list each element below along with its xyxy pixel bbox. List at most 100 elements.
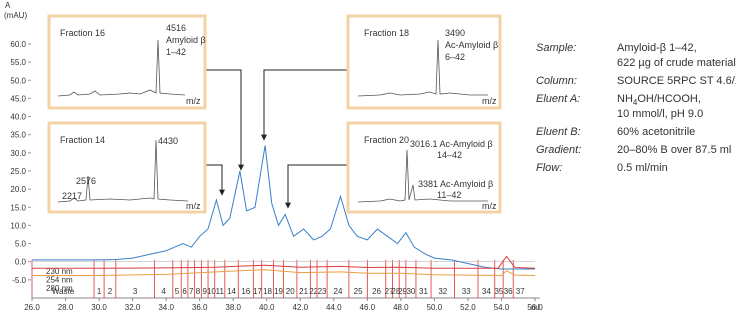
fraction-label: 26: [372, 287, 381, 296]
fraction-label: 6: [182, 287, 187, 296]
peak-label: 3016.1 Ac-Amyloid β: [410, 139, 493, 149]
fraction-label: 7: [189, 287, 194, 296]
fraction-label: 37: [516, 287, 525, 296]
peak-label: 6–42: [445, 52, 465, 62]
y-tick-label: 15.0: [10, 203, 26, 212]
x-tick-label: 50.0: [427, 303, 443, 312]
peak-label: 3490: [445, 28, 465, 38]
peak-label: Ac-Amyloid β: [445, 40, 498, 50]
peak-label: 1–42: [166, 47, 186, 57]
peak-label: 3381 Ac-Amyloid β: [418, 179, 493, 189]
condition-value: NH4OH/HCOOH,: [617, 93, 701, 107]
inset: Fraction 16 4516 Amyloid β 1–42 m/z: [47, 14, 207, 110]
fraction-label: 28: [391, 287, 400, 296]
condition-label: Gradient:: [536, 144, 581, 156]
x-axis-label: ml: [531, 303, 540, 312]
inset-axis-label: m/z: [186, 201, 201, 211]
y-tick-label: 55.0: [10, 58, 26, 67]
fraction-label: 23: [318, 287, 327, 296]
fraction-label: 3: [133, 287, 138, 296]
series-label: 280 nm: [46, 284, 73, 293]
fraction-label: 33: [462, 287, 471, 296]
y-tick-label: 10.0: [10, 221, 26, 230]
fraction-label: 36: [504, 287, 513, 296]
inset-axis-label: m/z: [482, 201, 497, 211]
condition-value: 0.5 ml/min: [617, 162, 668, 174]
x-tick-label: 46.0: [360, 303, 376, 312]
text-part: NH: [617, 93, 633, 105]
x-tick-label: 38.0: [225, 303, 241, 312]
y-tick-label: 0.0: [15, 258, 27, 267]
condition-label: Column:: [536, 75, 577, 87]
x-tick-label: 48.0: [393, 303, 409, 312]
fraction-label: 19: [274, 287, 283, 296]
inset-title: Fraction 18: [364, 28, 409, 38]
y-tick-label: -5.0: [12, 276, 26, 285]
x-tick-label: 54.0: [494, 303, 510, 312]
y-tick-label: 20.0: [10, 185, 26, 194]
peak-label: 2217: [62, 191, 82, 201]
y-axis-unit: (mAU): [4, 11, 27, 20]
condition-label: Sample:: [536, 42, 576, 54]
condition-value: 20–80% B over 87.5 ml: [617, 144, 731, 156]
x-tick-label: 52.0: [460, 303, 476, 312]
series-line: [32, 255, 536, 269]
fraction-label: 22: [309, 287, 318, 296]
arrow: [205, 164, 225, 196]
fraction-label: 9: [202, 287, 207, 296]
peak-label: 2576: [76, 176, 96, 186]
fraction-label: 2: [108, 287, 113, 296]
subscript: 4: [633, 98, 638, 107]
fraction-label: 25: [354, 287, 363, 296]
peak-label: 11–42: [437, 190, 461, 200]
y-tick-label: 60.0: [10, 40, 26, 49]
x-tick-label: 34.0: [158, 303, 174, 312]
fraction-label: Waste: [52, 287, 75, 296]
x-tick-label: 36.0: [192, 303, 208, 312]
x-tick-label: 30.0: [91, 303, 107, 312]
condition-label: Eluent B:: [536, 126, 581, 138]
inset-frame: [47, 121, 207, 214]
fraction-label: 11: [216, 287, 225, 296]
y-tick-label: 45.0: [10, 94, 26, 103]
fraction-label: 34: [482, 287, 491, 296]
fraction-label: 32: [438, 287, 447, 296]
y-tick-label: 30.0: [10, 149, 26, 158]
inset-axis-label: m/z: [186, 96, 201, 106]
x-tick-label: 56.0: [527, 303, 543, 312]
fraction-label: 17: [253, 287, 262, 296]
series-line: [32, 145, 535, 270]
inset: Fraction 14 4430 2576 2217 m/z: [47, 121, 207, 214]
inset-axis-label: m/z: [482, 96, 497, 106]
condition-label: Flow:: [536, 162, 562, 174]
x-tick-label: 28.0: [58, 303, 74, 312]
condition-label: Eluent A:: [536, 93, 580, 105]
fraction-label: 29: [398, 287, 407, 296]
condition-value: 10 mmol/l, pH 9.0: [617, 108, 703, 120]
conditions: Sample: Amyloid-β 1–42, 622 µg of crude …: [536, 42, 736, 174]
fraction-label: 1: [97, 287, 102, 296]
arrow: [285, 164, 347, 209]
fraction-label: 30: [406, 287, 415, 296]
inset-title: Fraction 14: [60, 135, 105, 145]
spectrum: [57, 139, 189, 203]
x-tick-label: 32.0: [125, 303, 141, 312]
fraction-label: 5: [175, 287, 180, 296]
inset: Fraction 20 3016.1 Ac-Amyloid β 14–42 33…: [346, 121, 502, 214]
series-label: 230 nm: [46, 267, 73, 276]
inset-frame: [346, 14, 502, 110]
fraction-label: 18: [263, 287, 272, 296]
inset-title: Fraction 20: [364, 135, 409, 145]
fraction-label: 21: [299, 287, 308, 296]
spectrum: [357, 39, 488, 97]
inset-title: Fraction 16: [60, 28, 105, 38]
fraction-label: 16: [241, 287, 250, 296]
x-tick-label: 40.0: [259, 303, 275, 312]
fraction-label: 24: [334, 287, 343, 296]
peak-label: Amyloid β: [166, 35, 206, 45]
peak-label: 4516: [166, 23, 186, 33]
inset: Fraction 18 3490 Ac-Amyloid β 6–42 m/z: [346, 14, 502, 110]
condition-value: SOURCE 5RPC ST 4.6/150: [617, 75, 736, 87]
fraction-label: 8: [196, 287, 201, 296]
